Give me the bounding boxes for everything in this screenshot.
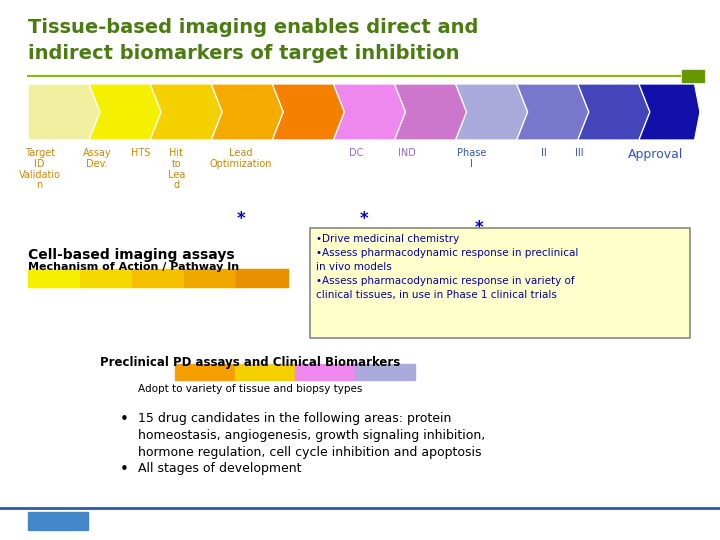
Text: HTS: HTS <box>131 148 150 158</box>
Text: Preclinical PD assays and Clinical Biomarkers: Preclinical PD assays and Clinical Bioma… <box>100 356 400 369</box>
Text: All stages of development: All stages of development <box>138 462 302 475</box>
Text: Lead
Optimization: Lead Optimization <box>210 148 272 169</box>
Text: *: * <box>474 219 483 237</box>
Polygon shape <box>333 84 405 140</box>
Text: •: • <box>120 412 129 427</box>
Polygon shape <box>28 84 100 140</box>
Polygon shape <box>272 84 344 140</box>
Text: 15 drug candidates in the following areas: protein
homeostasis, angiogenesis, gr: 15 drug candidates in the following area… <box>138 412 485 459</box>
Text: •Drive medicinal chemistry
•Assess pharmacodynamic response in preclinical
in vi: •Drive medicinal chemistry •Assess pharm… <box>316 234 578 300</box>
Text: Mechanism of Action / Pathway In: Mechanism of Action / Pathway In <box>28 262 239 272</box>
Bar <box>682 70 704 82</box>
Polygon shape <box>89 84 161 140</box>
Text: •: • <box>120 462 129 477</box>
Text: Target
ID
Validatio
n: Target ID Validatio n <box>19 148 60 191</box>
Bar <box>310 228 690 338</box>
Polygon shape <box>395 84 467 140</box>
Text: II: II <box>541 148 546 158</box>
Text: Preclinical
Development: Preclinical Development <box>330 237 397 258</box>
Polygon shape <box>211 84 284 140</box>
Bar <box>175 364 235 380</box>
Text: *: * <box>359 210 368 228</box>
Text: Cell-based imaging assays: Cell-based imaging assays <box>28 248 235 262</box>
Bar <box>184 269 236 287</box>
Bar <box>28 512 88 530</box>
Bar <box>295 364 355 380</box>
Text: Assay
Dev.: Assay Dev. <box>83 148 112 169</box>
Bar <box>355 364 415 380</box>
Text: Hit
to
Lea
d: Hit to Lea d <box>168 148 185 191</box>
Text: DC: DC <box>349 148 364 158</box>
Polygon shape <box>150 84 222 140</box>
Text: Phase
I: Phase I <box>457 148 486 169</box>
Bar <box>80 269 132 287</box>
Text: III: III <box>575 148 584 158</box>
Text: *: * <box>237 210 246 228</box>
Bar <box>132 269 184 287</box>
Text: Adopt to variety of tissue and biopsy types: Adopt to variety of tissue and biopsy ty… <box>138 384 362 394</box>
Polygon shape <box>639 84 700 140</box>
Polygon shape <box>578 84 650 140</box>
Text: IND: IND <box>398 148 415 158</box>
Text: Approval: Approval <box>628 148 683 161</box>
Text: Tissue-based imaging enables direct and: Tissue-based imaging enables direct and <box>28 18 478 37</box>
Bar <box>235 364 295 380</box>
Bar <box>28 269 80 287</box>
Polygon shape <box>517 84 589 140</box>
Text: indirect biomarkers of target inhibition: indirect biomarkers of target inhibition <box>28 44 459 63</box>
Bar <box>236 269 288 287</box>
Polygon shape <box>456 84 528 140</box>
